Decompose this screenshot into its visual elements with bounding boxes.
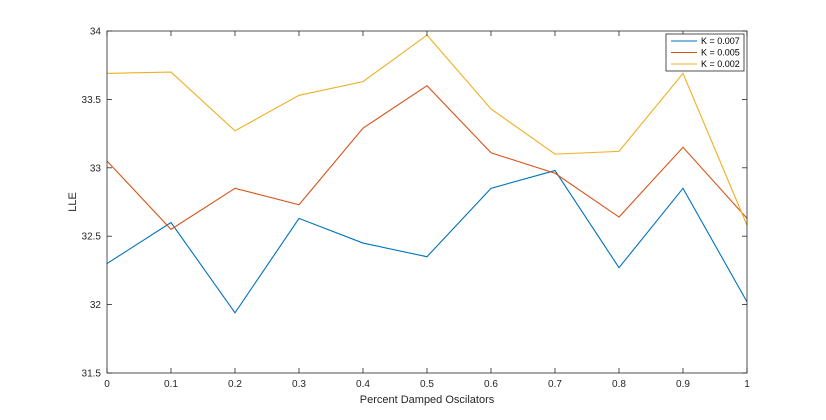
y-tick-label: 33 (90, 163, 102, 174)
x-tick-label: 0.5 (420, 379, 434, 390)
x-tick-label: 0.6 (484, 379, 498, 390)
legend-label: K = 0.002 (701, 59, 740, 69)
y-axis-ticks: 31.5 32 32.5 33 33.5 34 (82, 27, 747, 380)
y-tick-label: 33.5 (82, 95, 102, 106)
x-tick-label: 0 (104, 379, 110, 390)
y-tick-label: 32.5 (82, 232, 102, 243)
legend-label: K = 0.007 (701, 36, 740, 46)
y-tick-label: 34 (90, 27, 102, 38)
x-tick-label: 0.1 (164, 379, 178, 390)
legend-label: K = 0.005 (701, 48, 740, 58)
y-axis-label: LLE (67, 192, 79, 212)
x-tick-label: 0.8 (612, 379, 626, 390)
x-tick-label: 0.2 (228, 379, 242, 390)
series-1 (106, 169, 748, 314)
x-tick-label: 0.9 (676, 379, 690, 390)
x-tick-label: 0.3 (292, 379, 306, 390)
plot-background (107, 31, 747, 373)
x-axis-label: Percent Damped Oscilators (360, 394, 495, 406)
x-tick-label: 0.4 (356, 379, 370, 390)
x-tick-label: 1 (744, 379, 750, 390)
x-tick-label: 0.7 (548, 379, 562, 390)
y-tick-label: 31.5 (82, 369, 102, 380)
x-axis-ticks: 0 0.1 0.2 0.3 0.4 0.5 0.6 0.7 0.8 0.9 1 (104, 31, 750, 390)
y-tick-label: 32 (90, 300, 102, 311)
